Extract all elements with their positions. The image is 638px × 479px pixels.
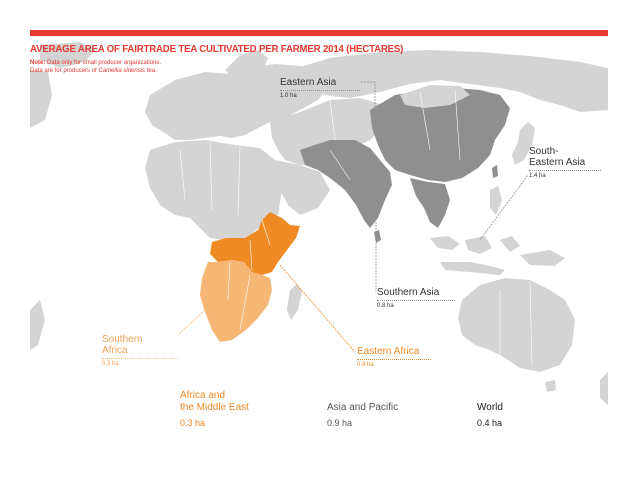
note-species: Camellia sinensis	[98, 67, 146, 74]
new-zealand-island	[600, 372, 608, 405]
mongolia-landmass	[400, 85, 470, 108]
callout-southern-asia: Southern Asia 0.8 ha	[377, 287, 455, 310]
legend-asia-value: 0.9 ha	[327, 418, 353, 428]
southern-africa-name-1: Southern	[102, 334, 143, 345]
south-eastern-asia-value: 1.4 ha	[529, 170, 601, 180]
title-accent-bar	[30, 30, 608, 36]
legend-world-value: 0.4 ha	[477, 418, 503, 428]
legend-asia-name: Asia and Pacific	[327, 402, 399, 413]
indonesia-islands	[430, 236, 565, 275]
note-line-2-prefix: Data are for producers of	[30, 67, 99, 74]
callout-south-eastern-asia: South- Eastern Asia 1.4 ha	[529, 146, 601, 180]
legend-africa-middle-east: Africa and the Middle East 0.3 ha	[180, 390, 249, 429]
page-title: AVERAGE AREA OF FAIRTRADE TEA CULTIVATED…	[30, 43, 404, 55]
south-eastern-asia-name-1: South-	[529, 146, 559, 157]
eastern-africa-value: 0.4 ha	[357, 359, 431, 369]
note-label: Note:	[30, 60, 46, 66]
eastern-asia-region	[370, 88, 510, 182]
southern-africa-value: 0.3 ha	[102, 358, 178, 368]
note-text: Note: Data only for small producer organ…	[30, 60, 161, 75]
legend-world: World 0.4 ha	[477, 402, 503, 429]
leader-lines	[177, 81, 529, 353]
americas-landmass	[30, 70, 52, 350]
callout-southern-africa: Southern Africa 0.3 ha	[102, 334, 178, 368]
note-line-2-suffix: tea.	[145, 67, 157, 74]
russia-landmass	[290, 50, 608, 112]
japan-landmass	[512, 122, 535, 165]
north-africa-landmass	[145, 140, 282, 240]
legend-asia-pacific: Asia and Pacific 0.9 ha	[327, 402, 398, 429]
southern-africa-region	[200, 260, 272, 342]
greenland-landmass	[40, 42, 95, 68]
southern-asia-region	[300, 140, 392, 228]
legend-world-name: World	[477, 402, 503, 413]
arabia-landmass	[275, 160, 330, 215]
sri-lanka-island	[374, 230, 381, 243]
southern-asia-name: Southern Asia	[377, 287, 440, 298]
europe-landmass	[145, 64, 330, 140]
south-eastern-asia-name-2: Eastern Asia	[529, 157, 586, 168]
eastern-africa-region	[210, 212, 300, 275]
southern-africa-name-2: Africa	[102, 345, 128, 356]
central-asia-landmass	[270, 98, 385, 165]
philippines-islands	[490, 186, 502, 215]
eastern-africa-name: Eastern Africa	[357, 346, 420, 357]
legend-africa-value: 0.3 ha	[180, 418, 206, 428]
country-borders	[179, 89, 533, 366]
tasmania-island	[545, 380, 556, 392]
eastern-asia-name: Eastern Asia	[280, 77, 337, 88]
taiwan-island	[492, 165, 498, 178]
south-eastern-asia-mainland	[410, 178, 450, 228]
australia-landmass	[458, 278, 575, 372]
scandinavia-landmass	[225, 50, 268, 82]
madagascar-landmass	[287, 284, 302, 320]
legend-africa-name-1: Africa and	[180, 390, 226, 401]
southern-asia-value: 0.8 ha	[377, 300, 455, 310]
callout-eastern-africa: Eastern Africa 0.4 ha	[357, 346, 431, 369]
note-line-1: Data only for small producer organizatio…	[47, 60, 162, 66]
eastern-asia-value: 1.0 ha	[280, 90, 360, 100]
callout-eastern-asia: Eastern Asia 1.0 ha	[280, 77, 360, 100]
legend-africa-name-2: the Middle East	[180, 402, 249, 413]
